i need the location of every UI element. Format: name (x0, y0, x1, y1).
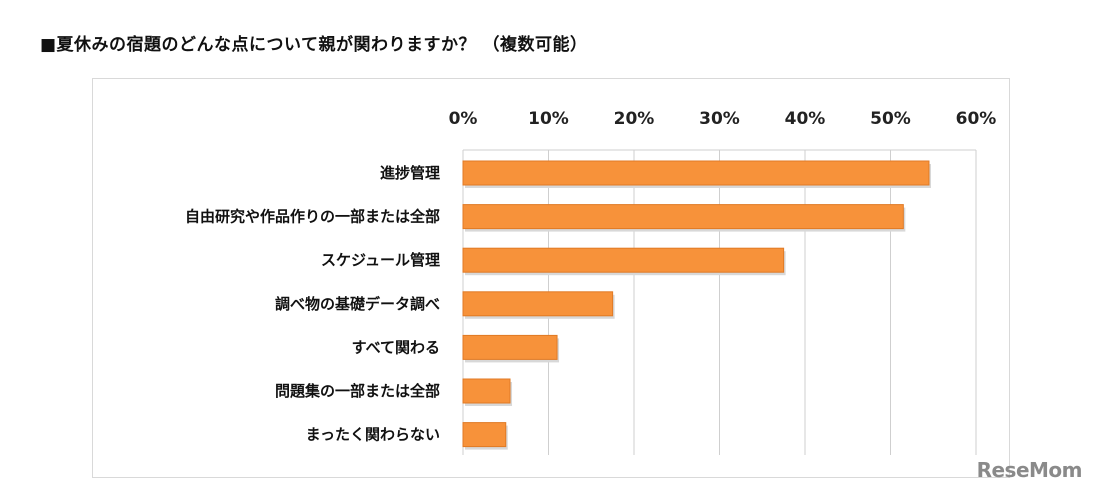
category-label: すべて関わる (352, 338, 440, 356)
resemom-logo: ReseMom (976, 458, 1083, 482)
category-label: スケジュール管理 (321, 251, 440, 269)
bar (462, 291, 614, 317)
category-label: 自由研究や作品作りの一部または全部 (185, 208, 440, 226)
x-tick-label: 10% (528, 109, 569, 129)
category-label: 進捗管理 (380, 164, 440, 182)
x-tick-label: 30% (699, 109, 740, 129)
bar (462, 422, 507, 448)
x-tick-label: 40% (785, 109, 826, 129)
category-label: まったく関わらない (306, 426, 440, 444)
bar (462, 160, 930, 186)
x-tick-label: 0% (449, 109, 478, 129)
x-tick-label: 50% (870, 109, 911, 129)
x-tick-label: 60% (956, 109, 997, 129)
x-tick-label: 20% (614, 109, 655, 129)
chart-area (92, 78, 1010, 478)
category-label: 問題集の一部または全部 (275, 382, 440, 400)
bar (462, 247, 785, 273)
bar (462, 204, 904, 230)
bar (462, 378, 511, 404)
chart-heading: ■夏休みの宿題のどんな点について親が関わりますか？ （複数可能） (40, 35, 588, 55)
category-label: 調べ物の基礎データ調べ (275, 295, 440, 313)
bar (462, 334, 558, 360)
